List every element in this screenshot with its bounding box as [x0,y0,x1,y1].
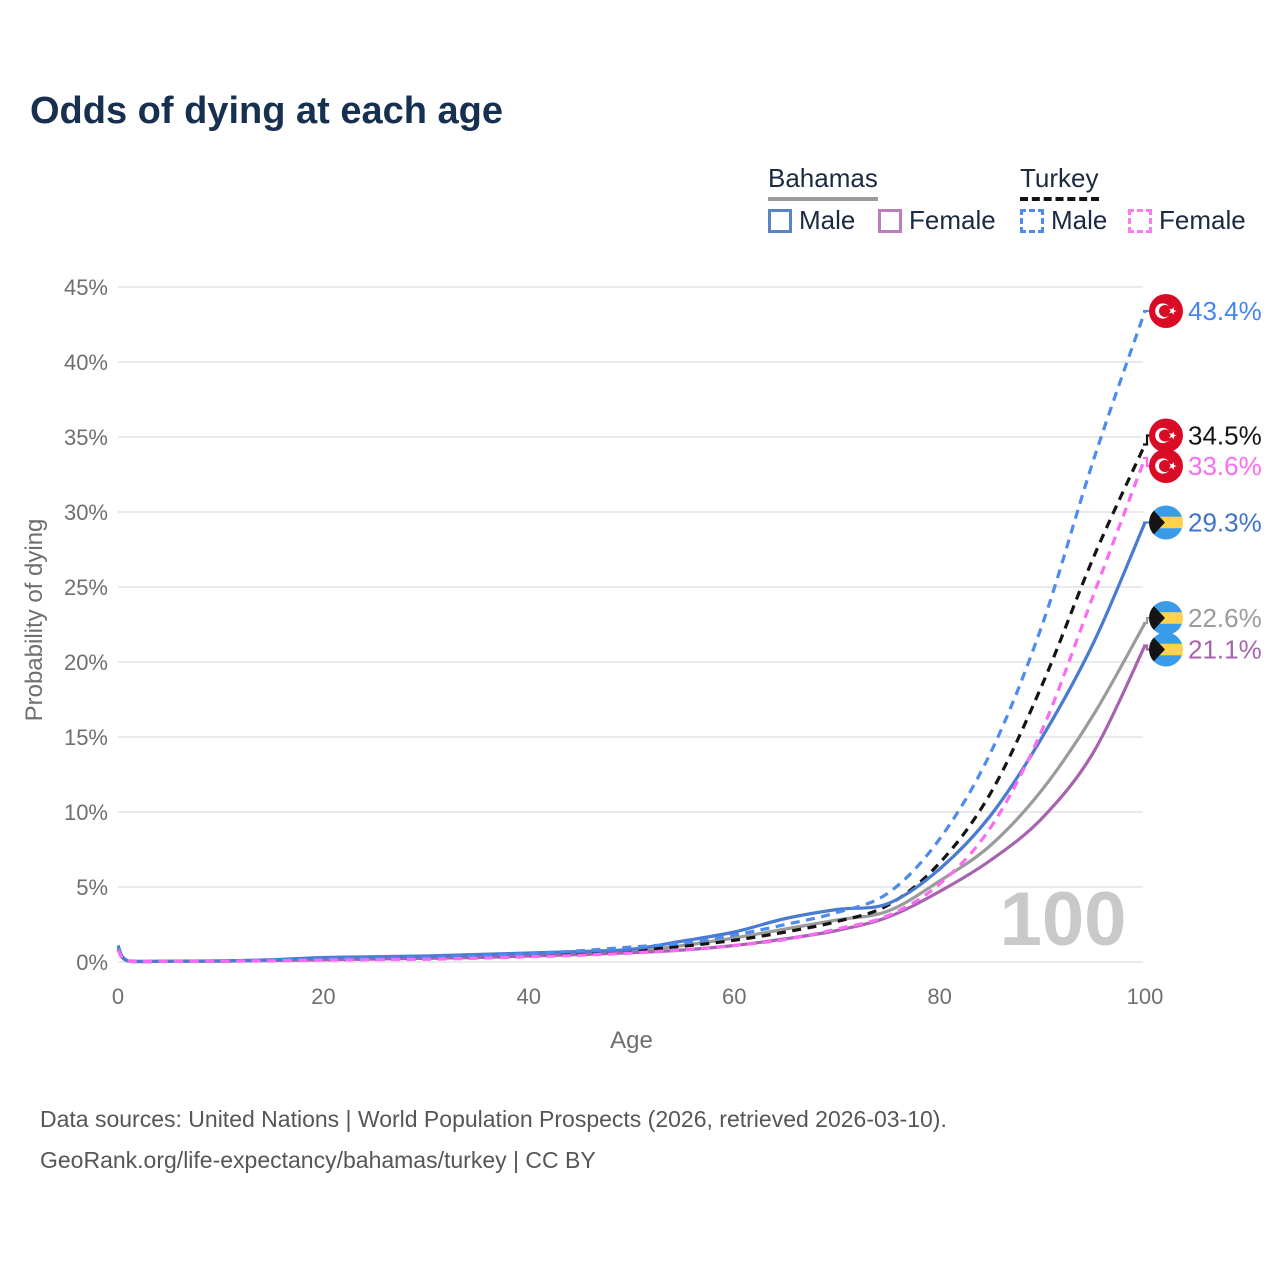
legend-item-bahamas-female: Female [878,205,996,236]
band-mid [1149,643,1183,656]
series-line-bahamas-male [116,521,1147,964]
legend-swatch-turkey-female [1128,208,1152,233]
bahamas-flag-icon [1149,632,1183,667]
band-top [1149,632,1183,644]
y-tick-label: 30% [64,500,108,525]
legend-item-bahamas-male: Male [768,205,855,236]
series-line-turkey-male [116,310,1147,964]
end-label-value: 22.6% [1188,603,1262,633]
x-tick-label: 40 [517,984,541,1009]
crescent-inner [1159,460,1171,472]
band-mid [1149,516,1183,529]
end-label-value: 29.3% [1188,508,1262,538]
legend-swatch-bahamas-female [878,208,902,233]
legend-item-turkey-female: Female [1128,205,1246,236]
legend-label: Male [1051,205,1108,235]
y-tick-label: 45% [64,275,108,300]
attribution-note: GeoRank.org/life-expectancy/bahamas/turk… [40,1147,596,1173]
end-label-value: 43.4% [1188,296,1262,326]
end-label-value: 33.6% [1188,451,1262,481]
crescent-inner [1159,429,1171,442]
end-label-turkey-male: 43.4% [1149,294,1262,328]
end-label-turkey-both: 34.5% [1149,418,1262,453]
y-tick-label: 35% [64,425,108,450]
end-label-value: 34.5% [1188,421,1262,451]
chevron [1149,601,1165,635]
band-bottom [1149,623,1183,635]
legend-group-bahamas: Bahamas [768,163,878,201]
legend-swatch-turkey-male [1020,208,1044,233]
end-label-turkey-female: 33.6% [1149,449,1262,483]
band-top [1149,601,1183,613]
crescent-inner [1159,305,1171,317]
y-tick-label: 0% [76,950,108,975]
bahamas-flag-icon [1149,505,1183,540]
end-label-bahamas-male: 29.3% [1149,505,1262,540]
x-axis-label: Age [610,1027,653,1054]
legend-label: Female [909,205,996,235]
y-tick-label: 5% [76,875,108,900]
y-tick-label: 40% [64,350,108,375]
chevron [1149,505,1165,540]
chevron [1149,632,1165,667]
band-top [1149,505,1183,517]
series-line-turkey-both [116,443,1147,964]
end-label-bahamas-female: 21.1% [1149,632,1262,667]
star [1169,431,1177,440]
bahamas-flag-icon [1149,601,1183,635]
x-tick-label: 0 [112,984,124,1009]
page-title: Odds of dying at each age [30,90,503,132]
series-line-bahamas-female [116,644,1147,964]
band-bottom [1149,528,1183,540]
band-bottom [1149,655,1183,667]
x-tick-label: 20 [311,984,335,1009]
x-tick-label: 60 [722,984,746,1009]
legend-label: Male [799,205,856,235]
star [1169,462,1177,470]
end-label-value: 21.1% [1188,635,1262,665]
y-tick-label: 15% [64,725,108,750]
y-tick-label: 10% [64,800,108,825]
legend-item-turkey-male: Male [1020,205,1107,236]
legend-label: Female [1159,205,1246,235]
legend-group-turkey: Turkey [1020,163,1099,201]
band-mid [1149,612,1183,624]
y-tick-label: 25% [64,575,108,600]
y-axis-label: Probability of dying [21,519,48,722]
age-watermark: 100 [999,877,1127,962]
data-source-note: Data sources: United Nations | World Pop… [40,1106,947,1132]
x-tick-label: 80 [927,984,951,1009]
x-tick-label: 100 [1127,984,1164,1009]
end-label-bahamas-both: 22.6% [1149,601,1262,635]
y-tick-label: 20% [64,650,108,675]
star [1169,307,1177,315]
legend-swatch-bahamas-male [768,208,792,233]
